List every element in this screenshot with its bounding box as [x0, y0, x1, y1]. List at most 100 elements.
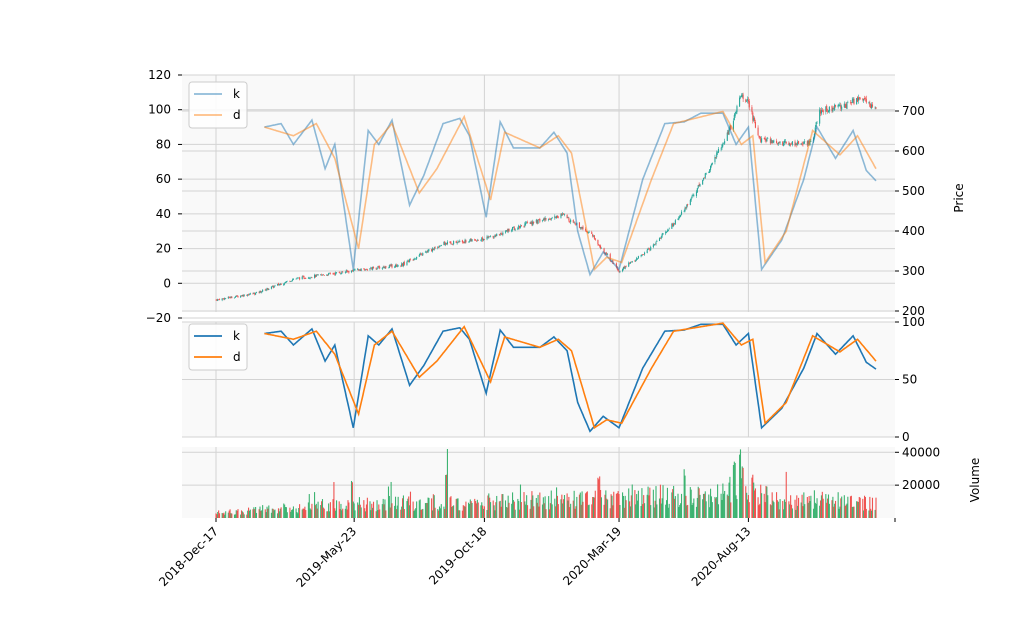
- volume-bar: [350, 480, 353, 518]
- candle-body: [635, 259, 637, 262]
- volume-bar: [310, 509, 312, 518]
- candle-body: [487, 236, 489, 238]
- candle-body: [563, 214, 566, 215]
- candle-body: [243, 294, 245, 297]
- volume-bar: [788, 501, 790, 518]
- volume-bar: [538, 506, 540, 518]
- volume-bar: [631, 484, 633, 518]
- candle-body: [271, 285, 273, 287]
- candle-body: [652, 244, 654, 248]
- candle-body: [248, 294, 250, 296]
- volume-bar: [745, 486, 747, 518]
- price-tick-label-1: 300: [902, 264, 925, 278]
- candle-body: [341, 271, 343, 274]
- volume-bar: [315, 503, 317, 518]
- candle-body: [409, 259, 412, 261]
- candle-body: [822, 110, 824, 113]
- candle-body: [844, 104, 846, 106]
- candle-body: [493, 236, 495, 238]
- stoch-k-line: [264, 323, 877, 433]
- candle-body: [512, 226, 514, 231]
- volume-bar: [372, 507, 374, 518]
- volume-bar: [853, 506, 855, 518]
- candle-body: [544, 217, 546, 220]
- volume-bar: [856, 501, 859, 518]
- volume-bar: [604, 494, 606, 518]
- volume-bar: [519, 484, 522, 518]
- candle-body: [242, 294, 244, 297]
- candle-body: [227, 296, 229, 299]
- candle-body: [765, 139, 767, 141]
- candle-body: [389, 264, 391, 266]
- volume-bar: [480, 505, 482, 518]
- volume-bar: [831, 500, 833, 518]
- volume-bar: [285, 507, 287, 518]
- volume-bar: [767, 495, 769, 518]
- candle-body: [741, 95, 743, 96]
- candle-body: [506, 229, 508, 232]
- volume-bar: [482, 508, 485, 518]
- volume-bar: [346, 509, 348, 518]
- candle-body: [802, 143, 804, 145]
- volume-bar: [612, 505, 614, 518]
- candle-body: [821, 110, 823, 111]
- volume-bar: [543, 503, 545, 518]
- candle-body: [470, 239, 472, 242]
- main-k-line: [264, 112, 877, 277]
- volume-bar: [301, 509, 303, 518]
- candle-body: [351, 270, 353, 272]
- volume-bar: [418, 500, 420, 518]
- candle-body: [696, 188, 698, 193]
- candle-body: [511, 230, 513, 232]
- volume-bar: [443, 506, 445, 518]
- candle-body: [446, 243, 448, 245]
- volume-bar: [529, 508, 531, 518]
- candle-body: [461, 240, 463, 243]
- candle-body: [597, 240, 599, 245]
- left-tick-label-0: −20: [146, 311, 171, 325]
- volume-bar: [283, 503, 285, 518]
- left-tick-label-3: 40: [156, 207, 171, 221]
- candle-body: [283, 283, 285, 286]
- volume-bar: [868, 510, 870, 518]
- candle-body: [856, 98, 858, 105]
- candle-body: [480, 239, 482, 241]
- candle-body: [699, 184, 701, 187]
- volume-bar: [673, 485, 675, 518]
- volume-bar: [609, 508, 611, 518]
- volume-bar: [568, 496, 570, 518]
- price-tick-label-3: 500: [902, 184, 925, 198]
- candle-body: [326, 274, 328, 276]
- candle-body: [296, 277, 298, 279]
- candle-body: [776, 143, 778, 145]
- candle-body: [771, 140, 773, 144]
- volume-bar: [575, 506, 577, 518]
- volume-bar: [696, 497, 698, 518]
- candle-body: [302, 276, 304, 277]
- candle-body: [357, 269, 359, 270]
- candle-body: [581, 227, 583, 229]
- volume-bar: [409, 491, 412, 518]
- candle-body: [402, 262, 404, 266]
- candle-body: [339, 272, 341, 274]
- candle-body: [783, 143, 785, 146]
- candle-body: [406, 261, 408, 265]
- candle-body: [548, 219, 551, 220]
- candle-body: [593, 235, 595, 239]
- main-panel-bg: [182, 75, 895, 312]
- volume-bar: [569, 507, 571, 518]
- volume-bar: [292, 509, 294, 518]
- candle-body: [806, 141, 808, 146]
- candle-body: [345, 270, 347, 273]
- volume-bar: [859, 497, 861, 518]
- volume-bar: [335, 510, 337, 518]
- candle-body: [414, 259, 416, 260]
- candle-body: [394, 264, 397, 267]
- candle-body: [289, 281, 291, 282]
- candle-body: [217, 299, 219, 301]
- volume-bar: [816, 498, 818, 518]
- candle-body: [687, 204, 689, 205]
- candle-body: [853, 98, 855, 104]
- volume-bar: [747, 495, 749, 518]
- volume-bar: [566, 493, 568, 518]
